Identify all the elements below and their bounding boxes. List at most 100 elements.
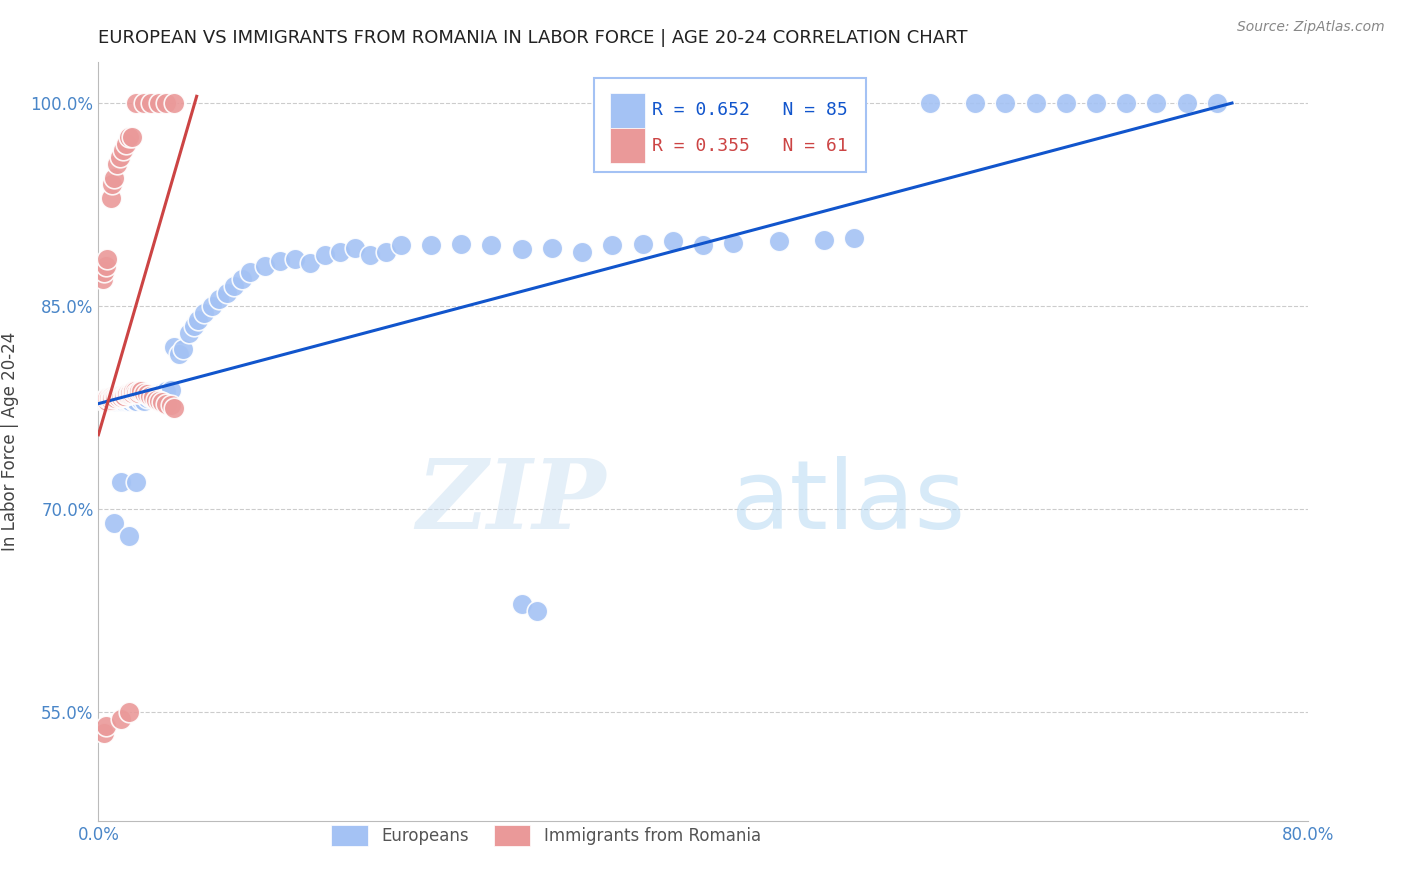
Point	[105, 390, 128, 404]
Point	[768, 234, 790, 248]
Point	[215, 285, 238, 300]
Text: ZIP: ZIP	[416, 455, 606, 549]
Point	[571, 245, 593, 260]
FancyBboxPatch shape	[610, 93, 645, 128]
Point	[103, 516, 125, 530]
FancyBboxPatch shape	[610, 128, 645, 163]
Y-axis label: In Labor Force | Age 20-24: In Labor Force | Age 20-24	[1, 332, 20, 551]
Point	[314, 248, 336, 262]
Point	[253, 259, 276, 273]
Point	[100, 392, 122, 407]
Point	[148, 393, 170, 408]
Point	[100, 390, 122, 404]
Point	[114, 387, 136, 401]
Point	[1206, 96, 1229, 111]
Point	[135, 387, 157, 401]
Point	[118, 529, 141, 543]
Point	[121, 391, 143, 405]
Point	[239, 265, 262, 279]
Point	[344, 241, 367, 255]
Point	[661, 234, 683, 248]
Point	[1144, 96, 1167, 111]
Point	[114, 136, 136, 151]
Point	[110, 390, 132, 404]
Point	[132, 385, 155, 400]
Point	[112, 391, 135, 405]
Point	[129, 384, 152, 399]
Point	[118, 390, 141, 404]
Point	[127, 385, 149, 400]
Point	[155, 384, 177, 399]
Point	[187, 312, 209, 326]
Point	[269, 254, 291, 268]
FancyBboxPatch shape	[595, 78, 866, 172]
Point	[98, 391, 121, 405]
Point	[526, 604, 548, 618]
Point	[104, 393, 127, 408]
Point	[155, 96, 177, 111]
Point	[115, 392, 138, 407]
Point	[94, 393, 117, 408]
Point	[224, 278, 246, 293]
Point	[125, 393, 148, 408]
Point	[481, 238, 503, 252]
Point	[111, 388, 134, 402]
Point	[284, 252, 307, 266]
Point	[120, 385, 142, 400]
Point	[118, 387, 141, 401]
Point	[329, 245, 352, 260]
Point	[142, 390, 165, 404]
Point	[1115, 96, 1137, 111]
Point	[844, 231, 866, 245]
Point	[155, 396, 177, 410]
Point	[132, 96, 155, 111]
Point	[107, 391, 129, 405]
Point	[121, 129, 143, 144]
Point	[163, 340, 186, 354]
Point	[179, 326, 201, 341]
Point	[141, 96, 163, 111]
Point	[510, 597, 533, 611]
Point	[167, 346, 190, 360]
Point	[111, 393, 134, 408]
Point	[201, 299, 224, 313]
Point	[96, 391, 118, 405]
Point	[1175, 96, 1198, 111]
Point	[172, 343, 194, 357]
Point	[105, 157, 128, 171]
Point	[132, 393, 155, 408]
Point	[631, 236, 654, 251]
Point	[104, 391, 127, 405]
Text: R = 0.652   N = 85: R = 0.652 N = 85	[652, 101, 848, 120]
Point	[108, 393, 131, 408]
Point	[142, 388, 165, 402]
Point	[360, 248, 382, 262]
Point	[139, 390, 162, 404]
Point	[160, 383, 183, 397]
Point	[98, 391, 121, 405]
Point	[100, 191, 122, 205]
Point	[94, 391, 117, 405]
Point	[124, 384, 146, 399]
Point	[118, 706, 141, 720]
Point	[125, 475, 148, 490]
Point	[121, 385, 143, 400]
Point	[918, 96, 941, 111]
Point	[94, 719, 117, 733]
Point	[107, 390, 129, 404]
Point	[128, 390, 150, 404]
Point	[124, 393, 146, 408]
Point	[103, 392, 125, 407]
Point	[208, 293, 231, 307]
Point	[193, 306, 215, 320]
Point	[540, 241, 562, 255]
Point	[183, 319, 205, 334]
Point	[450, 236, 472, 251]
Point	[118, 129, 141, 144]
Point	[160, 398, 183, 412]
Point	[135, 391, 157, 405]
Point	[94, 393, 117, 408]
Text: R = 0.355   N = 61: R = 0.355 N = 61	[652, 136, 848, 155]
Point	[101, 391, 124, 405]
Point	[101, 390, 124, 404]
